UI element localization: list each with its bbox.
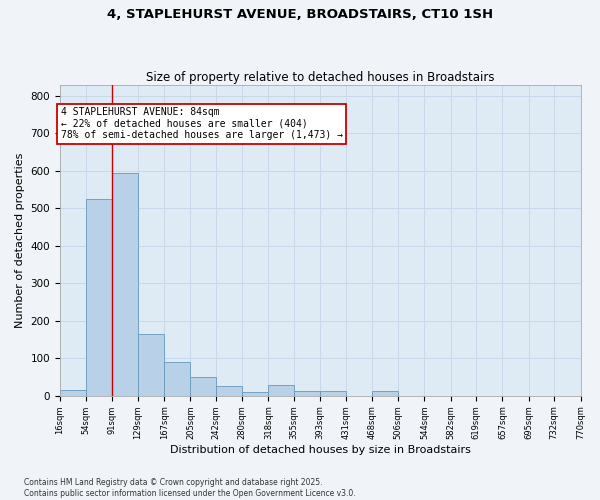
Bar [60,390,86,396]
Text: Contains HM Land Registry data © Crown copyright and database right 2025.
Contai: Contains HM Land Registry data © Crown c… [24,478,356,498]
Bar [294,392,320,396]
Text: 4 STAPLEHURST AVENUE: 84sqm
← 22% of detached houses are smaller (404)
78% of se: 4 STAPLEHURST AVENUE: 84sqm ← 22% of det… [61,107,343,140]
Bar [112,173,138,396]
Bar [190,377,216,396]
Bar [372,392,398,396]
Bar [268,386,294,396]
Title: Size of property relative to detached houses in Broadstairs: Size of property relative to detached ho… [146,70,494,84]
Bar [164,362,190,396]
Text: 4, STAPLEHURST AVENUE, BROADSTAIRS, CT10 1SH: 4, STAPLEHURST AVENUE, BROADSTAIRS, CT10… [107,8,493,20]
Bar [320,392,346,396]
Y-axis label: Number of detached properties: Number of detached properties [15,152,25,328]
Bar [242,392,268,396]
Bar [86,199,112,396]
Bar [138,334,164,396]
X-axis label: Distribution of detached houses by size in Broadstairs: Distribution of detached houses by size … [170,445,470,455]
Bar [216,386,242,396]
